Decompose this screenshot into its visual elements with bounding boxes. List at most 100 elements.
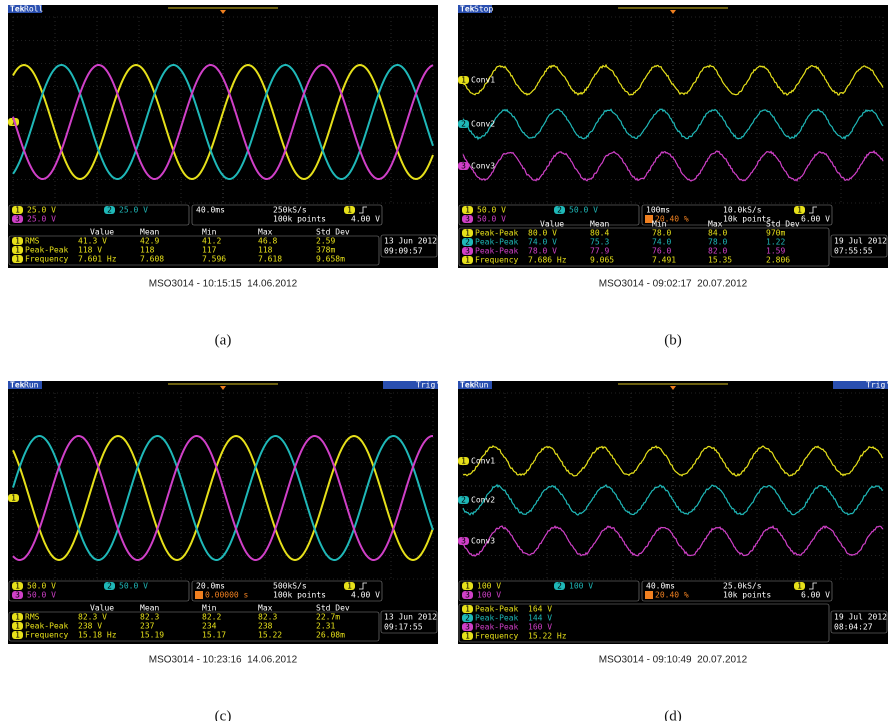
- meas-cell: 77.9: [590, 247, 609, 256]
- meas-cell: 7.596: [202, 255, 226, 264]
- meas-cell: 164 V: [528, 605, 552, 614]
- trigger-state: Trig'd: [866, 381, 893, 390]
- meas-cell: 82.3: [258, 613, 277, 622]
- record-length: 10k points: [723, 215, 771, 224]
- meas-name: Peak-Peak: [475, 238, 519, 247]
- meas-badge: 1: [465, 605, 470, 614]
- trace-label: Conv3: [471, 537, 495, 546]
- meas-badge: 2: [465, 238, 470, 247]
- meas-name: Frequency: [25, 631, 69, 640]
- meas-cell: 41.2: [202, 237, 221, 246]
- meas-cell: 80.4: [590, 229, 609, 238]
- meas-badge: 3: [465, 247, 470, 256]
- meas-header: Min: [202, 604, 217, 613]
- trace-label: Conv1: [471, 457, 495, 466]
- channel-badge: 1: [15, 582, 20, 591]
- tek-logo: Tek: [460, 381, 475, 390]
- subfigure-label: (a): [215, 332, 232, 348]
- meas-badge: 1: [15, 237, 20, 246]
- sample-rate: 25.0kS/s: [723, 582, 762, 591]
- meas-name: Frequency: [475, 256, 519, 265]
- meas-name: Peak-Peak: [475, 229, 519, 238]
- timebase: 40.0ms: [196, 206, 225, 215]
- meas-cell: 84.0: [708, 229, 727, 238]
- meas-badge: 1: [465, 256, 470, 265]
- meas-name: Peak-Peak: [475, 614, 519, 623]
- trigger-source: 1: [797, 582, 802, 591]
- channel-scale: 25.0 V: [119, 206, 148, 215]
- meas-badge: 1: [15, 246, 20, 255]
- meas-cell: 144 V: [528, 614, 552, 623]
- meas-header: Std Dev: [316, 604, 350, 613]
- meas-badge: 1: [15, 255, 20, 264]
- trace-marker: 2: [461, 120, 466, 129]
- meas-name: RMS: [25, 237, 40, 246]
- meas-cell: 118: [258, 246, 273, 255]
- trigger-state: Trig'd: [416, 381, 445, 390]
- meas-header: Value: [90, 228, 114, 237]
- meas-cell: 2.806: [766, 256, 790, 265]
- meas-cell: 7.608: [140, 255, 164, 264]
- meas-cell: 82.3 V: [78, 613, 107, 622]
- meas-cell: 2.31: [316, 622, 335, 631]
- meas-header: Value: [90, 604, 114, 613]
- sample-rate: 10.0kS/s: [723, 206, 762, 215]
- meas-cell: 238 V: [78, 622, 102, 631]
- screen-bg: [458, 381, 888, 644]
- channel-scale: 25.0 V: [27, 206, 56, 215]
- meas-header: Mean: [140, 604, 159, 613]
- meas-cell: 15.17: [202, 631, 226, 640]
- position-icon: [195, 591, 203, 599]
- meas-name: Peak-Peak: [475, 605, 519, 614]
- subfigure-label: (b): [664, 332, 682, 348]
- date: 19 Jul 2012: [834, 613, 887, 622]
- meas-header: Std Dev: [316, 228, 350, 237]
- subfigure-label: (d): [664, 708, 682, 721]
- channel-scale: 50.0 V: [477, 215, 506, 224]
- channel-badge: 2: [107, 206, 112, 215]
- acq-status: Roll: [24, 5, 43, 14]
- trigger-level: 6.00 V: [801, 591, 830, 600]
- screenshot-caption: MSO3014 - 09:10:49 20.07.2012: [599, 655, 748, 666]
- channel-scale: 25.0 V: [27, 215, 56, 224]
- date: 13 Jun 2012: [384, 613, 437, 622]
- record-length: 100k points: [273, 215, 326, 224]
- subfigure-label: (c): [215, 708, 232, 721]
- time: 09:17:55: [384, 623, 423, 632]
- trigger-source: 1: [347, 582, 352, 591]
- meas-header: Mean: [590, 220, 609, 229]
- tek-logo: Tek: [10, 5, 25, 14]
- channel-scale: 50.0 V: [27, 591, 56, 600]
- trace-marker: 3: [461, 162, 466, 171]
- screenshot-caption: MSO3014 - 10:15:15 14.06.2012: [149, 279, 298, 290]
- meas-cell: 7.601 Hz: [78, 255, 117, 264]
- meas-cell: 118 V: [78, 246, 102, 255]
- channel-badge: 3: [15, 591, 20, 600]
- time: 07:55:55: [834, 247, 873, 256]
- sample-rate: 250kS/s: [273, 206, 307, 215]
- meas-cell: 76.0: [652, 247, 671, 256]
- meas-cell: 1.22: [766, 238, 785, 247]
- position-icon: [645, 591, 653, 599]
- meas-badge: 1: [15, 622, 20, 631]
- meas-name: Peak-Peak: [475, 247, 519, 256]
- acq-status: Run: [474, 381, 489, 390]
- acq-status: Run: [24, 381, 39, 390]
- meas-header: Mean: [140, 228, 159, 237]
- channel-badge: 2: [557, 206, 562, 215]
- trace-marker: 3: [461, 537, 466, 546]
- date: 19 Jul 2012: [834, 237, 887, 246]
- channel-scale: 50.0 V: [569, 206, 598, 215]
- meas-badge: 3: [465, 623, 470, 632]
- trace-marker: 2: [461, 496, 466, 505]
- figure: TekRoll1125.0 V225.0 V325.0 V40.0ms250kS…: [0, 0, 893, 721]
- meas-cell: 75.3: [590, 238, 609, 247]
- meas-cell: 15.18 Hz: [78, 631, 117, 640]
- trigger-level: 6.00 V: [801, 215, 830, 224]
- screenshot-caption: MSO3014 - 10:23:16 14.06.2012: [149, 655, 298, 666]
- channel-badge: 2: [557, 582, 562, 591]
- sample-rate: 500kS/s: [273, 582, 307, 591]
